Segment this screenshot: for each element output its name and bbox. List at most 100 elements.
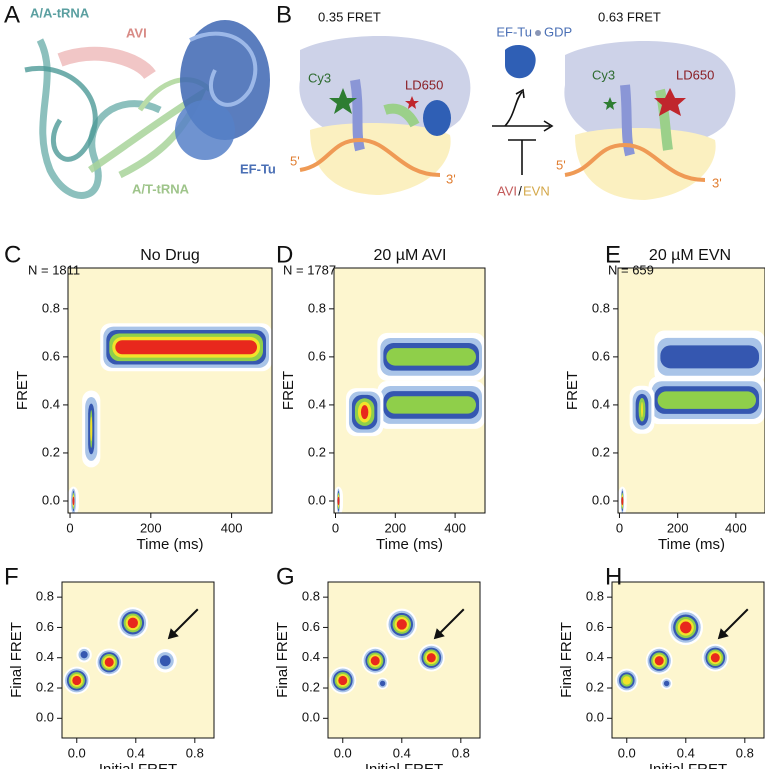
plot-area	[63, 607, 177, 695]
density-region	[68, 486, 79, 513]
x-tick-label: 0.4	[127, 745, 145, 760]
y-tick-label: 0.6	[592, 348, 610, 363]
chart: G 0.0 0.2 0.4 0.6 0.8 0.0 0.4 0.8 Initial FRET Fin…	[274, 563, 481, 769]
x-tick-label: 400	[221, 520, 243, 535]
density-region	[345, 388, 384, 437]
x-axis-label: Time (ms)	[376, 536, 443, 553]
x-tick-label: 0	[66, 520, 73, 535]
five-prime: 5'	[556, 157, 566, 172]
contour-ring	[370, 656, 380, 666]
contour-ring	[337, 496, 340, 506]
y-axis-label: Final FRET	[558, 622, 575, 698]
complex-dot	[535, 30, 541, 36]
y-axis-label: FRET	[564, 371, 581, 410]
contour-ring	[386, 348, 476, 366]
acceptor-label: LD650	[405, 77, 443, 92]
y-tick-label: 0.2	[36, 679, 54, 694]
panel-letter: F	[4, 563, 19, 590]
contour-ring	[641, 402, 644, 418]
nucleotide-label: GDP	[544, 24, 572, 39]
factor-label: EF-Tu	[496, 24, 532, 39]
label-avi: AVI	[126, 25, 147, 40]
chart: F 0.0 0.2 0.4 0.6 0.8 0.0 0.4 0.8 Initial FRET Fin…	[4, 563, 215, 769]
three-prime: 3'	[446, 171, 456, 186]
x-axis-label: Initial FRET	[365, 761, 443, 769]
plot-frame	[617, 267, 765, 514]
density-peak	[63, 666, 91, 695]
chart: H 0.0 0.2 0.4 0.6 0.8 0.0 0.4 0.8 Initial FRET Fin…	[558, 563, 765, 769]
density-peak	[417, 643, 445, 672]
contour-ring	[426, 653, 436, 663]
density-region	[334, 486, 343, 513]
reaction-arrows	[492, 88, 554, 175]
y-tick-label: 0.2	[592, 444, 610, 459]
chart: D 20 µM AVI N = 1787 0.0 0.2 0.4 0.6 0.8 0 200 400…	[276, 241, 486, 553]
density-region	[618, 486, 627, 513]
label-ef-tu: EF-Tu	[240, 161, 276, 176]
y-tick-label: 0.6	[302, 619, 320, 634]
pointer-arrow	[437, 608, 465, 636]
chart-title: 20 µM EVN	[649, 247, 731, 264]
density-peak	[615, 668, 639, 693]
y-tick-label: 0.0	[586, 710, 604, 725]
pointer-arrowhead	[167, 628, 179, 640]
y-tick-label: 0.6	[42, 348, 60, 363]
x-axis-label: Time (ms)	[137, 536, 204, 553]
y-tick-label: 0.4	[308, 396, 326, 411]
contour-ring	[104, 657, 114, 667]
x-tick-label: 0.8	[736, 745, 754, 760]
density-region	[100, 323, 272, 372]
panel-letter: B	[276, 1, 292, 28]
contour-ring	[622, 676, 631, 685]
contour-ring	[80, 651, 88, 659]
x-tick-label: 200	[140, 520, 162, 535]
plot-frame	[611, 581, 765, 739]
plot-area	[615, 609, 729, 693]
y-tick-label: 0.8	[36, 589, 54, 604]
ribosome-right	[564, 40, 736, 200]
pointer-arrowhead	[433, 628, 445, 640]
density-peak	[386, 608, 418, 641]
y-axis-label: FRET	[14, 371, 31, 410]
density-peak	[153, 648, 177, 673]
density-region	[648, 376, 765, 425]
panel-letter: H	[605, 563, 622, 590]
count-label: N = 659	[608, 262, 654, 277]
contour-ring	[159, 655, 171, 667]
x-tick-label: 0.4	[677, 745, 695, 760]
contour-ring	[680, 621, 692, 634]
y-tick-label: 0.2	[42, 444, 60, 459]
contour-ring	[379, 680, 386, 687]
y-tick-label: 0.2	[302, 679, 320, 694]
y-tick-label: 0.4	[592, 396, 610, 411]
y-tick-label: 0.4	[302, 649, 320, 664]
state-label: 0.63 FRET	[598, 9, 661, 24]
contour-ring	[621, 496, 624, 506]
panel-letter: C	[4, 241, 21, 268]
panel-letter: E	[605, 241, 621, 268]
contour-ring	[386, 396, 476, 414]
panel-letter: A	[4, 1, 20, 28]
y-tick-label: 0.2	[586, 679, 604, 694]
x-axis-label: Initial FRET	[99, 761, 177, 769]
x-tick-label: 400	[725, 520, 747, 535]
y-tick-label: 0.8	[302, 589, 320, 604]
contour-ring	[338, 675, 348, 686]
x-tick-label: 400	[444, 520, 466, 535]
contour-ring	[127, 617, 138, 629]
y-tick-label: 0.4	[36, 649, 54, 664]
contour-ring	[654, 656, 664, 666]
density-region	[377, 332, 485, 381]
y-tick-label: 0.6	[586, 619, 604, 634]
pointer-arrowhead	[717, 628, 729, 640]
y-tick-label: 0.0	[302, 710, 320, 725]
y-tick-label: 0.8	[592, 300, 610, 315]
contour-ring	[90, 416, 93, 442]
plot-background	[328, 582, 480, 738]
y-axis-label: Final FRET	[8, 622, 25, 698]
panel-letter: D	[276, 241, 293, 268]
density-peak	[95, 648, 123, 677]
density-peak	[329, 666, 357, 695]
